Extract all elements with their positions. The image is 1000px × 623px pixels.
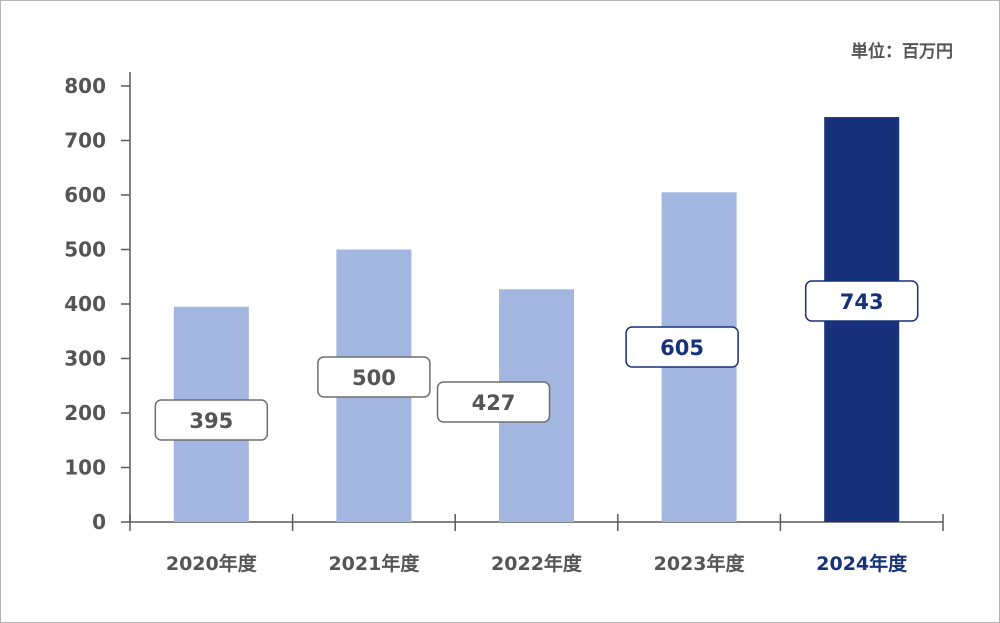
y-tick-label: 0 — [92, 510, 106, 534]
y-axis: 0 100 200 300 400 500 600 700 800 — [64, 72, 131, 534]
data-label-box — [625, 326, 739, 368]
data-label-box — [317, 356, 431, 398]
y-tick-label: 600 — [64, 183, 106, 207]
data-label-box — [436, 381, 551, 423]
data-label-text: 427 — [472, 391, 516, 415]
data-label-text: 500 — [352, 366, 396, 390]
bars — [173, 117, 900, 522]
x-tick-label: 2024年度 — [816, 552, 908, 575]
y-tick-label: 200 — [64, 401, 106, 425]
y-tick-label: 400 — [64, 292, 106, 316]
data-label-box — [154, 399, 269, 441]
unit-label: 単位：百万円 — [851, 41, 953, 62]
y-tick-label: 100 — [64, 456, 106, 480]
y-tick-label: 500 — [64, 238, 106, 262]
y-tick-label: 300 — [64, 347, 106, 371]
x-tick-label: 2021年度 — [328, 552, 420, 575]
data-label-text: 395 — [189, 409, 233, 433]
y-tick-label: 800 — [64, 74, 106, 98]
y-tick-label: 700 — [64, 129, 106, 153]
data-label-box — [804, 280, 919, 322]
data-label-4: 605 — [625, 326, 739, 368]
data-label-text: 743 — [840, 290, 884, 314]
data-label-3: 427 — [436, 381, 551, 423]
x-tick-label: 2020年度 — [166, 552, 258, 575]
x-tick-label: 2022年度 — [491, 552, 583, 575]
data-labels: 395 500 427 605 743 — [154, 280, 919, 441]
data-label-text: 605 — [660, 336, 704, 360]
x-axis: 2020年度 2021年度 2022年度 2023年度 2024年度 — [129, 514, 944, 575]
data-label-1: 395 — [154, 399, 269, 441]
data-label-2: 500 — [317, 356, 431, 398]
x-tick-label: 2023年度 — [654, 552, 746, 575]
data-label-5: 743 — [804, 280, 919, 322]
